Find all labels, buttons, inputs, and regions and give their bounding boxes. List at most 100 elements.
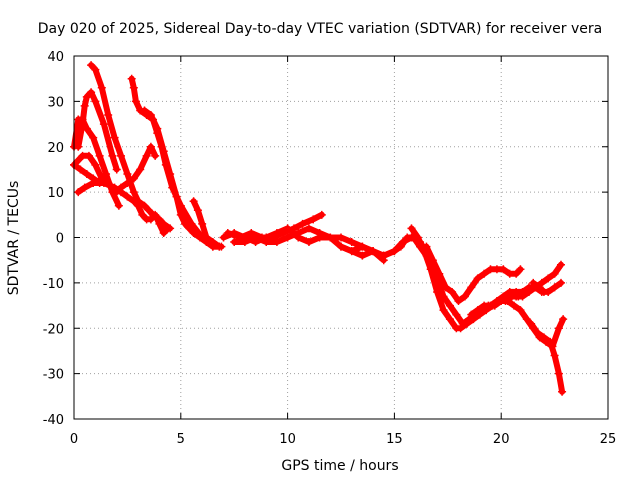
series-line <box>423 243 524 304</box>
data-point <box>422 242 431 251</box>
data-point <box>480 269 489 278</box>
data-point <box>522 315 531 324</box>
data-point <box>110 188 119 197</box>
series-arc16 <box>422 242 525 306</box>
data-point <box>272 238 281 247</box>
data-point <box>499 292 508 301</box>
data-point <box>428 256 437 265</box>
series-arc10 <box>189 197 224 251</box>
data-point <box>181 219 190 228</box>
data-point <box>74 188 83 197</box>
data-point <box>448 287 457 296</box>
data-point <box>433 287 442 296</box>
series-arc2 <box>74 88 121 174</box>
data-point <box>146 215 155 224</box>
data-point <box>304 238 313 247</box>
data-point <box>108 151 117 160</box>
x-tick-label: 20 <box>493 432 510 447</box>
data-point <box>550 269 559 278</box>
data-point <box>82 92 91 101</box>
data-point <box>144 206 153 215</box>
grid-lines <box>74 56 608 419</box>
y-tick-label: 30 <box>47 95 64 110</box>
data-point <box>240 238 249 247</box>
data-point <box>435 269 444 278</box>
series-arc15 <box>407 224 527 333</box>
data-point <box>516 265 525 274</box>
data-point <box>467 310 476 319</box>
data-point <box>347 247 356 256</box>
data-point <box>215 242 224 251</box>
data-point <box>529 278 538 287</box>
data-point <box>172 192 181 201</box>
data-point <box>76 165 85 174</box>
data-point <box>116 183 125 192</box>
data-point <box>97 83 106 92</box>
data-point <box>499 265 508 274</box>
data-point <box>304 224 313 233</box>
y-tick-label: 0 <box>56 232 64 247</box>
data-point <box>136 165 145 174</box>
data-point <box>91 97 100 106</box>
data-point <box>112 165 121 174</box>
data-point <box>189 228 198 237</box>
data-point <box>202 233 211 242</box>
data-point <box>441 283 450 292</box>
data-point <box>369 247 378 256</box>
data-point <box>467 283 476 292</box>
data-point <box>80 183 89 192</box>
data-point <box>142 151 151 160</box>
series-arc9 <box>140 106 224 251</box>
data-point <box>129 83 138 92</box>
data-point <box>539 287 548 296</box>
data-point <box>131 97 140 106</box>
series-arc7 <box>110 142 160 197</box>
data-point <box>518 292 527 301</box>
data-point <box>185 224 194 233</box>
data-point <box>407 224 416 233</box>
data-point <box>557 260 566 269</box>
data-point <box>151 151 160 160</box>
data-point <box>89 179 98 188</box>
data-point <box>454 297 463 306</box>
data-point <box>166 169 175 178</box>
data-point <box>279 228 288 237</box>
data-point <box>123 179 132 188</box>
y-tick-label: -30 <box>43 368 64 383</box>
series-line <box>224 211 325 241</box>
data-point <box>557 278 566 287</box>
data-point <box>262 238 271 247</box>
data-point <box>512 269 521 278</box>
data-point <box>129 188 138 197</box>
data-point <box>99 120 108 129</box>
data-series <box>70 61 568 396</box>
data-point <box>298 219 307 228</box>
data-point <box>189 197 198 206</box>
data-point <box>554 324 563 333</box>
data-point <box>546 337 555 346</box>
data-point <box>290 224 299 233</box>
data-point <box>473 274 482 283</box>
data-point <box>89 133 98 142</box>
data-point <box>527 319 536 328</box>
data-point <box>486 301 495 310</box>
data-point <box>87 88 96 97</box>
data-point <box>294 228 303 237</box>
data-point <box>129 174 138 183</box>
data-point <box>337 242 345 251</box>
data-point <box>426 265 435 274</box>
x-tick-label: 25 <box>600 432 617 447</box>
data-point <box>413 233 422 242</box>
data-point <box>95 151 104 160</box>
data-point <box>91 65 100 74</box>
data-point <box>82 169 91 178</box>
data-point <box>445 301 454 310</box>
chart-title: Day 020 of 2025, Sidereal Day-to-day VTE… <box>38 21 602 37</box>
data-point <box>524 287 533 296</box>
x-tick-label: 5 <box>177 432 185 447</box>
x-axis-label: GPS time / hours <box>281 458 398 474</box>
data-point <box>544 274 553 283</box>
data-point <box>84 151 93 160</box>
data-point <box>159 228 168 237</box>
